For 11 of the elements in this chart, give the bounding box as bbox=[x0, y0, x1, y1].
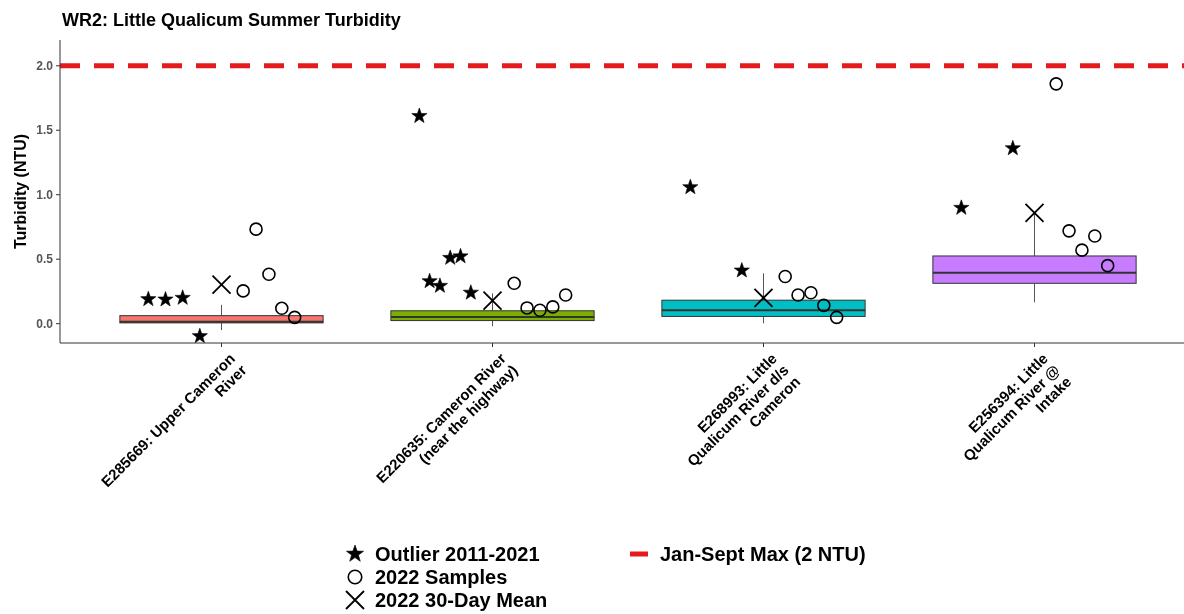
y-tick-label: 0.5 bbox=[36, 252, 54, 267]
legend-label: Outlier 2011-2021 bbox=[375, 543, 540, 565]
y-tick-label: 0.0 bbox=[36, 316, 54, 331]
y-axis-title: Turbidity (NTU) bbox=[12, 133, 29, 250]
legend-label: 2022 Samples bbox=[375, 566, 508, 588]
legend-label: Jan-Sept Max (2 NTU) bbox=[660, 543, 866, 565]
y-tick-label: 1.5 bbox=[36, 123, 54, 138]
y-tick-label: 1.0 bbox=[36, 187, 54, 202]
chart-title: WR2: Little Qualicum Summer Turbidity bbox=[62, 10, 401, 30]
legend-label: 2022 30-Day Mean bbox=[375, 589, 548, 611]
y-tick-label: 2.0 bbox=[36, 58, 54, 73]
